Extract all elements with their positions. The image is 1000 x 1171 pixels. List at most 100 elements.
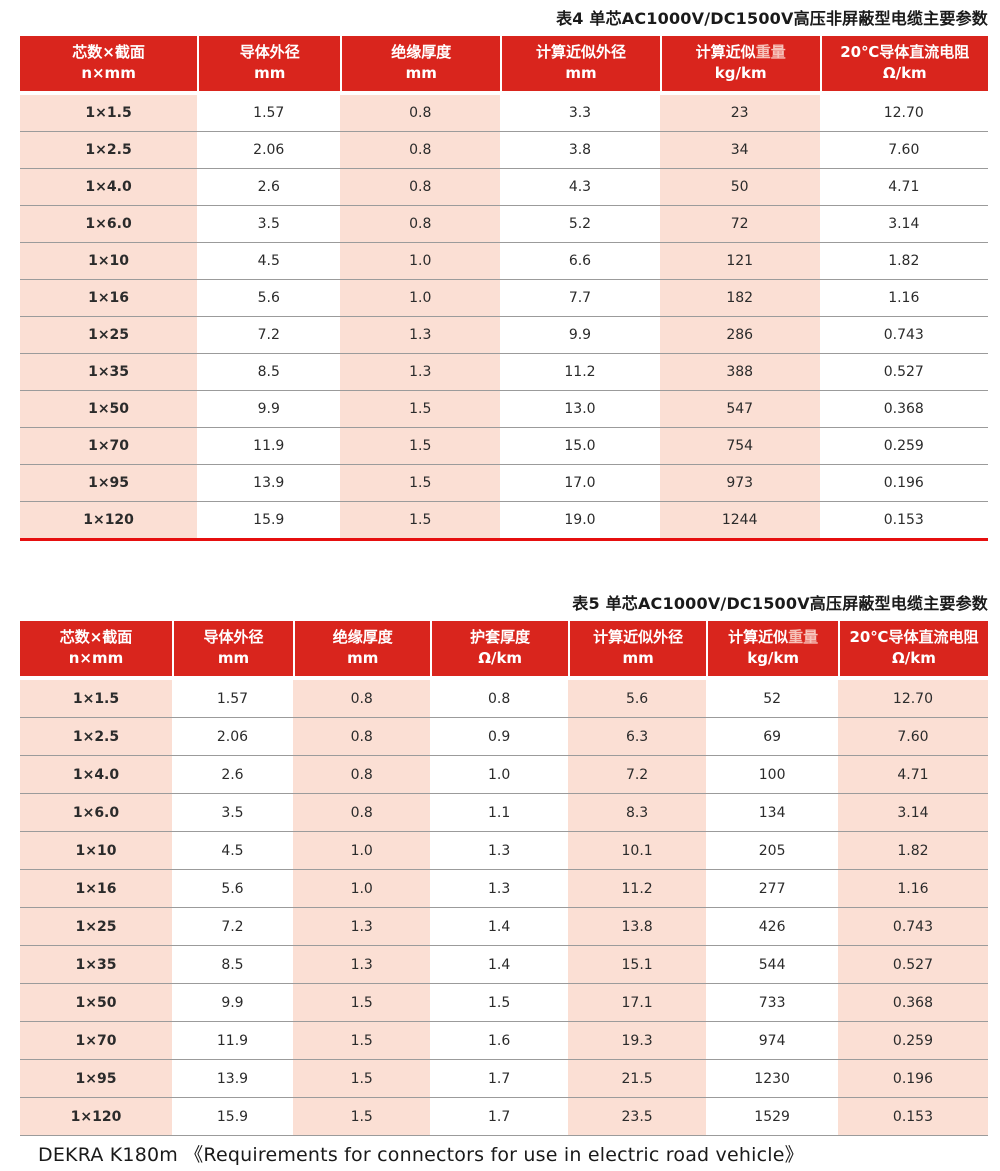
spec-size-cell: 1×70 bbox=[20, 427, 198, 464]
table-row: 1×95 13.9 1.5 17.0 973 0.196 bbox=[20, 464, 988, 501]
spec-size-cell: 1×4.0 bbox=[20, 755, 172, 793]
column-header: 芯数×截面 n×mm bbox=[20, 621, 172, 680]
spec-size-cell: 1×70 bbox=[20, 1021, 172, 1059]
table-row: 1×2.5 2.06 0.8 3.8 34 7.60 bbox=[20, 131, 988, 168]
table-row: 1×16 5.6 1.0 7.7 182 1.16 bbox=[20, 279, 988, 316]
value-cell: 0.8 bbox=[430, 680, 568, 717]
value-cell: 0.8 bbox=[292, 717, 431, 755]
value-cell: 0.8 bbox=[340, 168, 501, 205]
value-cell: 3.3 bbox=[500, 95, 660, 131]
value-cell: 733 bbox=[706, 983, 838, 1021]
value-cell: 1.5 bbox=[340, 427, 501, 464]
value-cell: 0.8 bbox=[292, 680, 431, 717]
value-cell: 0.8 bbox=[340, 131, 501, 168]
value-cell: 973 bbox=[659, 464, 820, 501]
value-cell: 0.8 bbox=[340, 205, 501, 242]
value-cell: 19.3 bbox=[567, 1021, 707, 1059]
value-cell: 5.6 bbox=[567, 680, 707, 717]
table4-bottom-red-rule bbox=[20, 538, 988, 541]
spec-size-cell: 1×35 bbox=[20, 945, 172, 983]
column-header: 芯数×截面 n×mm bbox=[20, 36, 198, 95]
value-cell: 0.196 bbox=[819, 464, 988, 501]
value-cell: 754 bbox=[659, 427, 820, 464]
value-cell: 12.70 bbox=[837, 680, 988, 717]
value-cell: 3.14 bbox=[819, 205, 988, 242]
value-cell: 23 bbox=[659, 95, 820, 131]
value-cell: 1.1 bbox=[430, 793, 568, 831]
value-cell: 3.5 bbox=[171, 793, 293, 831]
spec-size-cell: 1×10 bbox=[20, 831, 172, 869]
value-cell: 1.4 bbox=[430, 907, 568, 945]
value-cell: 11.2 bbox=[500, 353, 660, 390]
table-row: 1×25 7.2 1.3 9.9 286 0.743 bbox=[20, 316, 988, 353]
value-cell: 52 bbox=[706, 680, 838, 717]
value-cell: 0.743 bbox=[837, 907, 988, 945]
table-row: 1×120 15.9 1.5 19.0 1244 0.153 bbox=[20, 501, 988, 538]
table-row: 1×1.5 1.57 0.8 3.3 23 12.70 bbox=[20, 95, 988, 131]
table-row: 1×6.0 3.5 0.8 5.2 72 3.14 bbox=[20, 205, 988, 242]
value-cell: 121 bbox=[659, 242, 820, 279]
spec-size-cell: 1×120 bbox=[20, 501, 198, 538]
value-cell: 182 bbox=[659, 279, 820, 316]
value-cell: 388 bbox=[659, 353, 820, 390]
table4-title: 表4 单芯AC1000V/DC1500V高压非屏蔽型电缆主要参数 bbox=[556, 9, 988, 28]
spec-size-cell: 1×6.0 bbox=[20, 205, 198, 242]
value-cell: 426 bbox=[706, 907, 838, 945]
spec-size-cell: 1×6.0 bbox=[20, 793, 172, 831]
value-cell: 19.0 bbox=[500, 501, 660, 538]
value-cell: 1.3 bbox=[292, 945, 431, 983]
table-row: 1×10 4.5 1.0 1.3 10.1 205 1.82 bbox=[20, 831, 988, 869]
value-cell: 9.9 bbox=[197, 390, 341, 427]
value-cell: 7.2 bbox=[567, 755, 707, 793]
value-cell: 69 bbox=[706, 717, 838, 755]
value-cell: 7.2 bbox=[197, 316, 341, 353]
value-cell: 134 bbox=[706, 793, 838, 831]
value-cell: 0.368 bbox=[819, 390, 988, 427]
column-header: 20℃导体直流电阻 Ω/km bbox=[837, 621, 988, 680]
value-cell: 4.3 bbox=[500, 168, 660, 205]
value-cell: 0.8 bbox=[340, 95, 501, 131]
value-cell: 13.9 bbox=[171, 1059, 293, 1097]
value-cell: 1244 bbox=[659, 501, 820, 538]
value-cell: 1.16 bbox=[837, 869, 988, 907]
spec-size-cell: 1×1.5 bbox=[20, 680, 172, 717]
value-cell: 2.06 bbox=[197, 131, 341, 168]
value-cell: 1.0 bbox=[430, 755, 568, 793]
table-row: 1×2.5 2.06 0.8 0.9 6.3 69 7.60 bbox=[20, 717, 988, 755]
value-cell: 1.0 bbox=[340, 279, 501, 316]
value-cell: 13.9 bbox=[197, 464, 341, 501]
value-cell: 0.9 bbox=[430, 717, 568, 755]
value-cell: 15.0 bbox=[500, 427, 660, 464]
spec-size-cell: 1×25 bbox=[20, 316, 198, 353]
column-header: 计算近似重量 kg/km bbox=[706, 621, 838, 680]
value-cell: 277 bbox=[706, 869, 838, 907]
value-cell: 1529 bbox=[706, 1097, 838, 1136]
table-row: 1×35 8.5 1.3 11.2 388 0.527 bbox=[20, 353, 988, 390]
value-cell: 1.4 bbox=[430, 945, 568, 983]
value-cell: 3.8 bbox=[500, 131, 660, 168]
value-cell: 1.5 bbox=[340, 464, 501, 501]
value-cell: 1.5 bbox=[292, 983, 431, 1021]
header-accent-text: 重量 bbox=[788, 628, 819, 646]
value-cell: 974 bbox=[706, 1021, 838, 1059]
value-cell: 17.1 bbox=[567, 983, 707, 1021]
table4-unshielded-cable-parameters: 芯数×截面 n×mm 导体外径 mm 绝缘厚度 mm 计算近似外径 mm 计算近似重量 kg/km… bbox=[20, 36, 988, 538]
table-row: 1×70 11.9 1.5 15.0 754 0.259 bbox=[20, 427, 988, 464]
table-row: 1×25 7.2 1.3 1.4 13.8 426 0.743 bbox=[20, 907, 988, 945]
value-cell: 1.5 bbox=[292, 1097, 431, 1136]
value-cell: 1.5 bbox=[430, 983, 568, 1021]
table-row: 1×120 15.9 1.5 1.7 23.5 1529 0.153 bbox=[20, 1097, 988, 1136]
value-cell: 8.5 bbox=[197, 353, 341, 390]
value-cell: 0.259 bbox=[819, 427, 988, 464]
value-cell: 1.5 bbox=[292, 1021, 431, 1059]
value-cell: 1.6 bbox=[430, 1021, 568, 1059]
value-cell: 0.153 bbox=[837, 1097, 988, 1136]
value-cell: 11.2 bbox=[567, 869, 707, 907]
value-cell: 2.06 bbox=[171, 717, 293, 755]
column-header: 20℃导体直流电阻 Ω/km bbox=[819, 36, 988, 95]
value-cell: 1.5 bbox=[292, 1059, 431, 1097]
table-row: 1×50 9.9 1.5 1.5 17.1 733 0.368 bbox=[20, 983, 988, 1021]
table-row: 1×10 4.5 1.0 6.6 121 1.82 bbox=[20, 242, 988, 279]
value-cell: 1.0 bbox=[340, 242, 501, 279]
value-cell: 547 bbox=[659, 390, 820, 427]
